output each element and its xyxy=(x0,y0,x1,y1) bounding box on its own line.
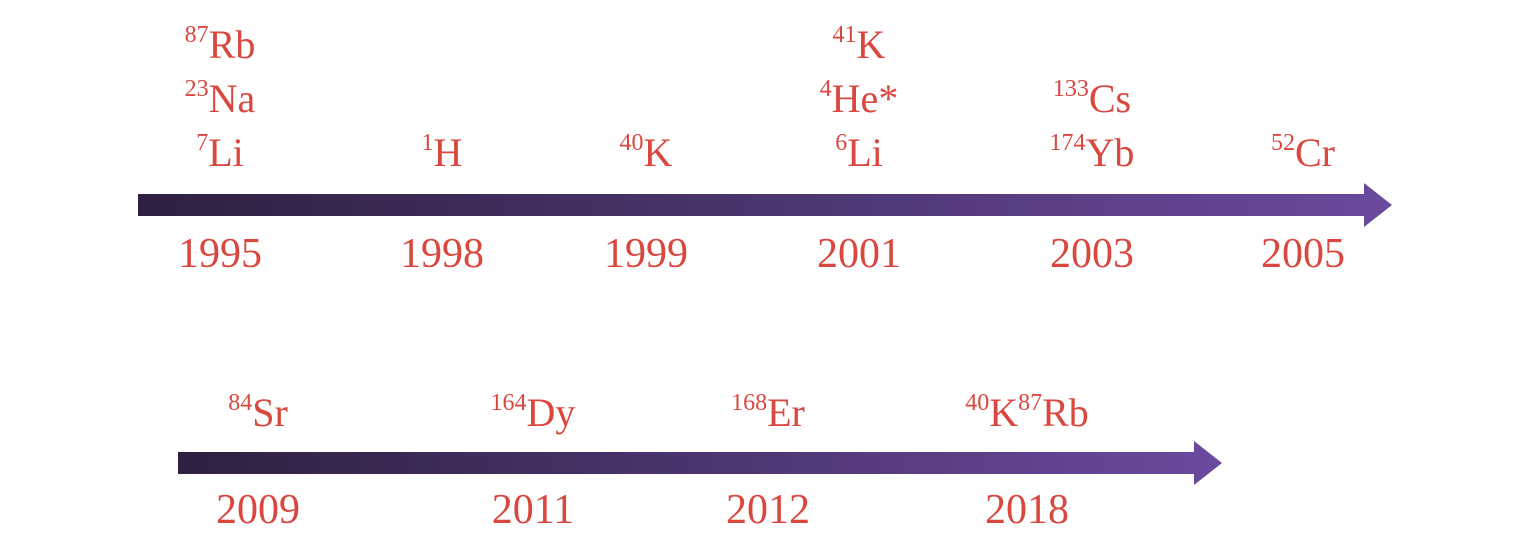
mass-number: 4 xyxy=(819,75,832,102)
mass-number: 52 xyxy=(1271,129,1295,156)
mass-number: 174 xyxy=(1049,129,1086,156)
isotope-label: 164Dy xyxy=(433,386,633,440)
isotope-label: 4He* xyxy=(759,72,959,126)
isotope-label: 84Sr xyxy=(158,386,358,440)
element-symbol: Er xyxy=(767,390,805,435)
isotope-label: 6Li xyxy=(759,126,959,180)
mass-number: 164 xyxy=(490,389,527,416)
element-symbol: K xyxy=(643,130,673,175)
isotope-label: 40K87Rb xyxy=(927,386,1127,440)
isotope-label: 23Na xyxy=(120,72,320,126)
species-stack: 133Cs 174Yb xyxy=(992,72,1192,180)
isotope-label: 133Cs xyxy=(992,72,1192,126)
species-stack: 164Dy xyxy=(433,386,633,440)
timeline-arrow-2 xyxy=(178,441,1222,485)
year-label: 2012 xyxy=(726,487,810,533)
mass-number: 84 xyxy=(228,389,253,416)
isotope-label: 52Cr xyxy=(1203,126,1403,180)
species-stack: 41K 4He* 6Li xyxy=(759,18,959,180)
year-label: 1998 xyxy=(400,231,484,277)
mass-number: 7 xyxy=(196,129,209,156)
species-stack: 1H xyxy=(342,126,542,180)
year-label: 2009 xyxy=(216,487,300,533)
element-symbol: Na xyxy=(208,76,256,121)
isotope-label: 168Er xyxy=(668,386,868,440)
isotope-label: 1H xyxy=(342,126,542,180)
year-label: 2003 xyxy=(1050,231,1134,277)
year-label: 2011 xyxy=(491,487,575,533)
element-symbol: K xyxy=(856,22,886,67)
mass-number: 40 xyxy=(965,389,990,416)
species-stack: 40K87Rb xyxy=(927,386,1127,440)
mass-number: 6 xyxy=(835,129,848,156)
year-label: 2001 xyxy=(817,231,901,277)
element-symbol: H xyxy=(433,130,463,175)
element-symbol: Sr xyxy=(252,390,288,435)
mass-number: 168 xyxy=(731,389,768,416)
mass-number: 40 xyxy=(619,129,644,156)
element-symbol: Dy xyxy=(526,390,576,435)
element-symbol: He* xyxy=(831,76,899,121)
mass-number: 133 xyxy=(1052,75,1089,102)
mass-number: 41 xyxy=(832,21,857,48)
species-stack: 87Rb 23Na 7Li xyxy=(120,18,320,180)
mass-number: 1 xyxy=(421,129,434,156)
mass-number: 87 xyxy=(1018,389,1043,416)
year-label: 1995 xyxy=(178,231,262,277)
year-label: 2018 xyxy=(985,487,1069,533)
species-stack: 52Cr xyxy=(1203,126,1403,180)
isotope-label: 7Li xyxy=(120,126,320,180)
year-label: 1999 xyxy=(604,231,688,277)
species-stack: 40K xyxy=(546,126,746,180)
isotope-label: 174Yb xyxy=(992,126,1192,180)
element-symbol: Cs xyxy=(1088,76,1132,121)
element-symbol: Rb xyxy=(1042,390,1089,435)
isotope-label: 40K xyxy=(546,126,746,180)
element-symbol: Li xyxy=(208,130,244,175)
mass-number: 23 xyxy=(184,75,209,102)
isotope-label: 87Rb xyxy=(120,18,320,72)
element-symbol: Li xyxy=(847,130,883,175)
timeline-arrow-1 xyxy=(138,183,1392,227)
element-symbol: Yb xyxy=(1085,130,1135,175)
species-stack: 84Sr xyxy=(158,386,358,440)
isotope-label: 41K xyxy=(759,18,959,72)
element-symbol: Rb xyxy=(208,22,256,67)
element-symbol: K xyxy=(989,390,1019,435)
year-label: 2005 xyxy=(1261,231,1345,277)
mass-number: 87 xyxy=(184,21,209,48)
element-symbol: Cr xyxy=(1295,130,1335,175)
species-stack: 168Er xyxy=(668,386,868,440)
